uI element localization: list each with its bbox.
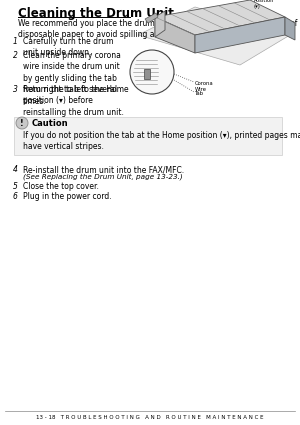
Text: 2: 2 (13, 51, 18, 60)
Text: Plug in the power cord.: Plug in the power cord. (23, 192, 112, 201)
Polygon shape (155, 0, 285, 35)
Text: Home
Position
(▾): Home Position (▾) (253, 0, 274, 9)
Text: 1: 1 (13, 37, 18, 46)
Text: 4: 4 (13, 165, 18, 174)
Polygon shape (285, 17, 295, 40)
Circle shape (130, 50, 174, 94)
Text: Caution: Caution (32, 119, 69, 128)
Text: (See Replacing the Drum Unit, page 13-23.): (See Replacing the Drum Unit, page 13-23… (23, 173, 183, 180)
Text: Close the top cover.: Close the top cover. (23, 182, 99, 191)
Polygon shape (195, 17, 285, 53)
Text: Cleaning the Drum Unit: Cleaning the Drum Unit (18, 7, 174, 20)
Text: Return the tab to the Home
position (▾) before
reinstalling the drum unit.: Return the tab to the Home position (▾) … (23, 85, 129, 117)
FancyBboxPatch shape (144, 69, 150, 79)
Text: Tab: Tab (195, 91, 204, 96)
Text: 3: 3 (13, 85, 18, 94)
Polygon shape (155, 11, 165, 37)
Text: 5: 5 (13, 182, 18, 191)
Text: !: ! (20, 119, 24, 128)
Circle shape (16, 117, 28, 129)
Text: 6: 6 (13, 192, 18, 201)
Text: Carefully turn the drum
unit upside down.: Carefully turn the drum unit upside down… (23, 37, 113, 57)
Polygon shape (138, 7, 290, 65)
Text: We recommend you place the drum unit on a drop cloth or large piece of
disposabl: We recommend you place the drum unit on … (18, 19, 297, 40)
Text: 13 - 18   T R O U B L E S H O O T I N G   A N D   R O U T I N E   M A I N T E N : 13 - 18 T R O U B L E S H O O T I N G A … (36, 415, 264, 420)
Text: Corona
Wire: Corona Wire (195, 81, 214, 92)
Polygon shape (145, 13, 158, 23)
Polygon shape (155, 17, 195, 53)
Text: If you do not position the tab at the Home position (▾), printed pages may
have : If you do not position the tab at the Ho… (23, 131, 300, 151)
Text: Clean the primary corona
wire inside the drum unit
by gently sliding the tab
fro: Clean the primary corona wire inside the… (23, 51, 121, 106)
FancyBboxPatch shape (14, 117, 282, 155)
Text: Re-install the drum unit into the FAX/MFC.: Re-install the drum unit into the FAX/MF… (23, 165, 184, 174)
